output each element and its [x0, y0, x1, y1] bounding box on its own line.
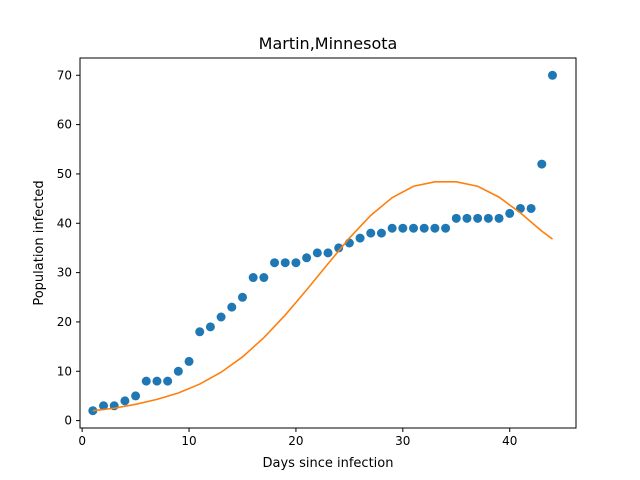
data-point — [120, 396, 130, 406]
y-tick-label: 30 — [57, 266, 72, 280]
data-point — [195, 327, 205, 337]
y-tick-label: 10 — [57, 364, 72, 378]
x-tick-label: 30 — [395, 434, 410, 448]
data-point — [537, 159, 547, 169]
x-ticks: 0 10 20 30 40 — [78, 428, 517, 448]
data-point — [441, 223, 451, 233]
data-point — [312, 248, 322, 258]
plot-area — [88, 70, 557, 416]
data-point — [366, 228, 376, 238]
x-tick-label: 40 — [502, 434, 517, 448]
data-point — [259, 273, 269, 283]
data-point — [451, 213, 461, 223]
y-tick-label: 70 — [57, 68, 72, 82]
data-point — [163, 376, 173, 386]
data-point — [419, 223, 429, 233]
data-point — [398, 223, 408, 233]
data-point — [323, 248, 333, 258]
x-axis-label: Days since infection — [263, 456, 394, 471]
data-point — [99, 401, 109, 411]
data-point — [184, 356, 194, 366]
data-point — [473, 213, 483, 223]
y-axis-label: Population infected — [32, 180, 47, 305]
data-point — [547, 70, 557, 80]
data-point — [152, 376, 162, 386]
data-point — [216, 312, 226, 322]
data-point — [409, 223, 419, 233]
axes — [79, 57, 577, 429]
data-point — [173, 366, 183, 376]
data-point — [227, 302, 237, 312]
data-point — [131, 391, 141, 401]
x-tick-label: 0 — [78, 434, 86, 448]
data-point — [291, 258, 301, 268]
data-point — [355, 233, 365, 243]
y-ticks: 0 10 20 30 40 50 60 70 — [57, 68, 80, 428]
y-tick-label: 50 — [57, 167, 72, 181]
data-point — [270, 258, 280, 268]
y-tick-label: 60 — [57, 118, 72, 132]
data-point — [483, 213, 493, 223]
data-point — [302, 253, 312, 263]
data-point — [376, 228, 386, 238]
x-tick-label: 10 — [181, 434, 196, 448]
data-point — [237, 292, 247, 302]
data-point — [494, 213, 504, 223]
chart-title: Martin,Minnesota — [259, 34, 398, 53]
data-point — [526, 203, 536, 213]
data-point — [280, 258, 290, 268]
data-point — [141, 376, 151, 386]
data-point — [430, 223, 440, 233]
data-point — [387, 223, 397, 233]
data-point — [515, 203, 525, 213]
data-point — [248, 273, 258, 283]
x-tick-label: 20 — [288, 434, 303, 448]
data-point — [205, 322, 215, 332]
fit-curve — [92, 181, 553, 412]
y-tick-label: 20 — [57, 315, 72, 329]
data-point — [505, 208, 515, 218]
axes-frame — [79, 57, 577, 429]
data-point — [462, 213, 472, 223]
y-tick-label: 0 — [64, 414, 72, 428]
y-tick-label: 40 — [57, 216, 72, 230]
data-point — [334, 243, 344, 253]
